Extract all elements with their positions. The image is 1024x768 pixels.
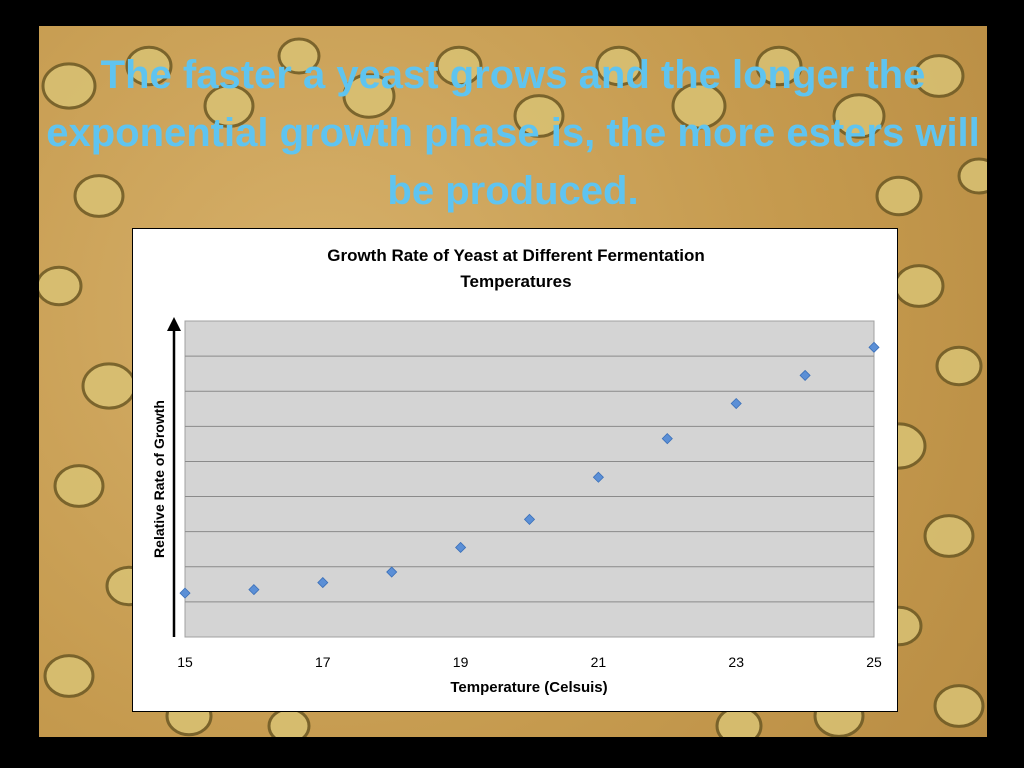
- x-tick-label: 19: [453, 654, 469, 670]
- yeast-cell: [875, 175, 923, 217]
- data-point: [868, 341, 880, 353]
- chart-card: Growth Rate of Yeast at Different Fermen…: [132, 228, 898, 712]
- x-tick-label: 15: [177, 654, 193, 670]
- yeast-cell: [203, 84, 255, 128]
- data-point: [799, 369, 811, 381]
- x-tick-label: 17: [315, 654, 331, 670]
- data-point: [455, 541, 467, 554]
- data-point: [317, 577, 329, 589]
- data-point: [248, 584, 260, 596]
- x-tick-label: 21: [591, 654, 607, 670]
- yeast-cell: [513, 94, 565, 138]
- data-point: [730, 397, 742, 410]
- scatter-chart: Growth Rate of Yeast at Different Fermen…: [151, 246, 882, 696]
- x-tick-label: 25: [866, 654, 882, 670]
- x-tick-label: 23: [728, 654, 744, 670]
- data-point: [661, 433, 673, 445]
- yeast-cell: [832, 93, 886, 139]
- yeast-cell: [671, 82, 727, 130]
- data-point: [592, 471, 604, 483]
- yeast-cell: [43, 654, 95, 698]
- x-axis-label: Temperature (Celsuis): [450, 679, 607, 696]
- yeast-cell: [595, 45, 643, 87]
- yeast-cell: [81, 362, 137, 410]
- yeast-cell: [913, 54, 965, 98]
- yeast-cell: [755, 45, 803, 87]
- chart-title-line2: Temperatures: [460, 272, 571, 291]
- chart-title-line1: Growth Rate of Yeast at Different Fermen…: [327, 246, 705, 265]
- yeast-cell: [39, 265, 83, 307]
- yeast-cell: [933, 684, 985, 728]
- data-point: [386, 566, 398, 578]
- yeast-cell: [893, 264, 945, 308]
- yeast-cell: [342, 73, 396, 119]
- yeast-cell: [41, 62, 97, 110]
- yeast-cell: [923, 514, 975, 558]
- plot-area: [184, 320, 875, 638]
- yeast-cell: [125, 45, 173, 87]
- yeast-cell: [53, 464, 105, 508]
- yeast-cell: [435, 45, 483, 87]
- yeast-cell: [277, 37, 321, 75]
- data-point: [179, 587, 191, 599]
- x-tick-labels: 15 17 19 21 23 25: [177, 654, 882, 670]
- yeast-cell: [957, 157, 987, 195]
- y-axis-label: Relative Rate of Growth: [151, 400, 167, 558]
- gridlines: [185, 355, 874, 603]
- yeast-cell: [73, 174, 125, 218]
- y-axis-arrowhead: [167, 317, 181, 331]
- data-points: [179, 341, 880, 599]
- slide-headline: The faster a yeast grows and the longer …: [46, 53, 980, 213]
- yeast-cell: [935, 345, 983, 387]
- data-point: [523, 513, 536, 525]
- yeast-cell: [267, 707, 311, 737]
